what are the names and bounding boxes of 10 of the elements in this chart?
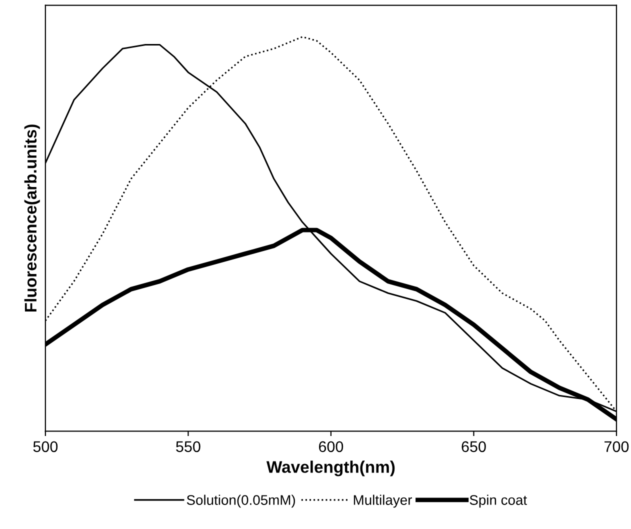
x-tick-label: 550 xyxy=(176,441,200,452)
x-tick-label: 700 xyxy=(604,441,629,452)
legend-label: Spin coat xyxy=(470,494,527,508)
x-axis-title: Wavelength(nm) xyxy=(266,460,395,476)
x-tick-label: 600 xyxy=(318,441,344,452)
y-axis-title: Fluorescence(arb.units) xyxy=(24,124,40,312)
x-tick-label: 500 xyxy=(33,441,58,452)
legend-label: Multilayer xyxy=(354,494,412,508)
legend-label: Solution(0.05mM) xyxy=(186,494,295,508)
x-tick-label: 650 xyxy=(462,441,486,452)
